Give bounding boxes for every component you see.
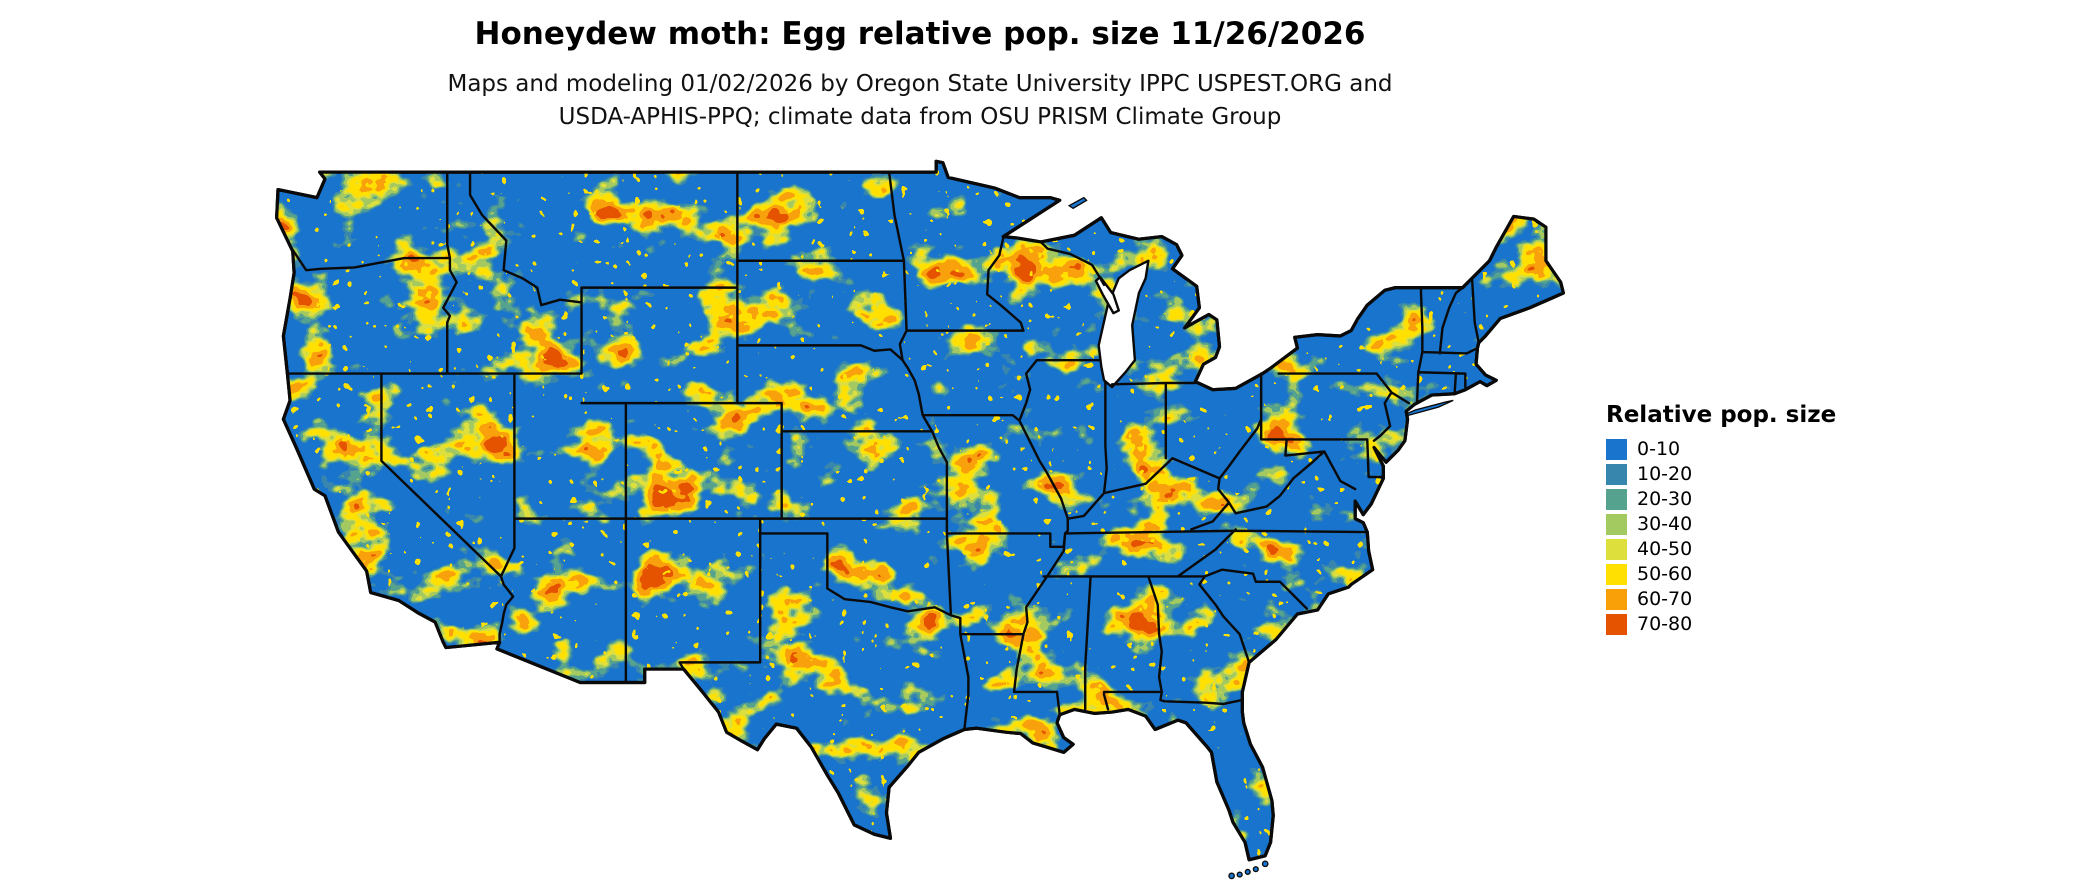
legend-item-label: 50-60 xyxy=(1637,562,1693,585)
legend-item-label: 30-40 xyxy=(1637,512,1693,535)
legend-items: 0-10 10-20 20-30 30-40 40-50 50-60 60-70 70-80 xyxy=(1606,438,1886,635)
subtitle-line-1: Maps and modeling 01/02/2026 by Oregon S… xyxy=(447,71,1393,97)
map-header: Honeydew moth: Egg relative pop. size 11… xyxy=(0,16,1840,135)
legend-item: 70-80 xyxy=(1606,613,1886,635)
legend-item: 40-50 xyxy=(1606,538,1886,560)
legend-item: 50-60 xyxy=(1606,563,1886,585)
subtitle-line-2: USDA-APHIS-PPQ; climate data from OSU PR… xyxy=(558,104,1282,131)
legend-item-label: 70-80 xyxy=(1637,612,1693,635)
page-title: Honeydew moth: Egg relative pop. size 11… xyxy=(474,16,1366,52)
legend-swatch xyxy=(1606,538,1627,560)
legend-swatch xyxy=(1606,438,1627,460)
legend-swatch xyxy=(1606,463,1627,485)
legend-item-label: 10-20 xyxy=(1637,462,1693,485)
legend-item-label: 60-70 xyxy=(1637,587,1693,610)
legend-swatch xyxy=(1606,513,1627,535)
population-raster-layers xyxy=(276,161,1564,860)
pop-layer-speckle xyxy=(276,161,1564,860)
great-lakes xyxy=(1094,259,1150,389)
legend-item: 60-70 xyxy=(1606,588,1886,610)
florida-keys xyxy=(1228,860,1269,880)
legend-item: 10-20 xyxy=(1606,463,1886,485)
map-subtitle: Maps and modeling 01/02/2026 by Oregon S… xyxy=(0,68,1840,135)
legend-item: 30-40 xyxy=(1606,513,1886,535)
legend-item: 20-30 xyxy=(1606,488,1886,510)
isle-royale xyxy=(1067,196,1088,210)
legend-item-label: 40-50 xyxy=(1637,537,1693,560)
legend-item: 0-10 xyxy=(1606,438,1886,460)
legend-swatch xyxy=(1606,613,1627,635)
legend-item-label: 20-30 xyxy=(1637,487,1693,510)
legend: Relative pop. size 0-10 10-20 20-30 30-40 40… xyxy=(1606,402,1886,638)
legend-title: Relative pop. size xyxy=(1606,402,1837,428)
state-borders xyxy=(286,170,1480,731)
us-map-svg xyxy=(275,159,1565,880)
long-island xyxy=(1404,399,1454,416)
map-panel xyxy=(268,156,1568,888)
legend-swatch xyxy=(1606,563,1627,585)
legend-swatch xyxy=(1606,488,1627,510)
lake-michigan xyxy=(1097,259,1150,389)
islands xyxy=(1067,196,1454,880)
legend-swatch xyxy=(1606,588,1627,610)
green-bay xyxy=(1094,275,1121,315)
legend-item-label: 0-10 xyxy=(1637,437,1681,460)
